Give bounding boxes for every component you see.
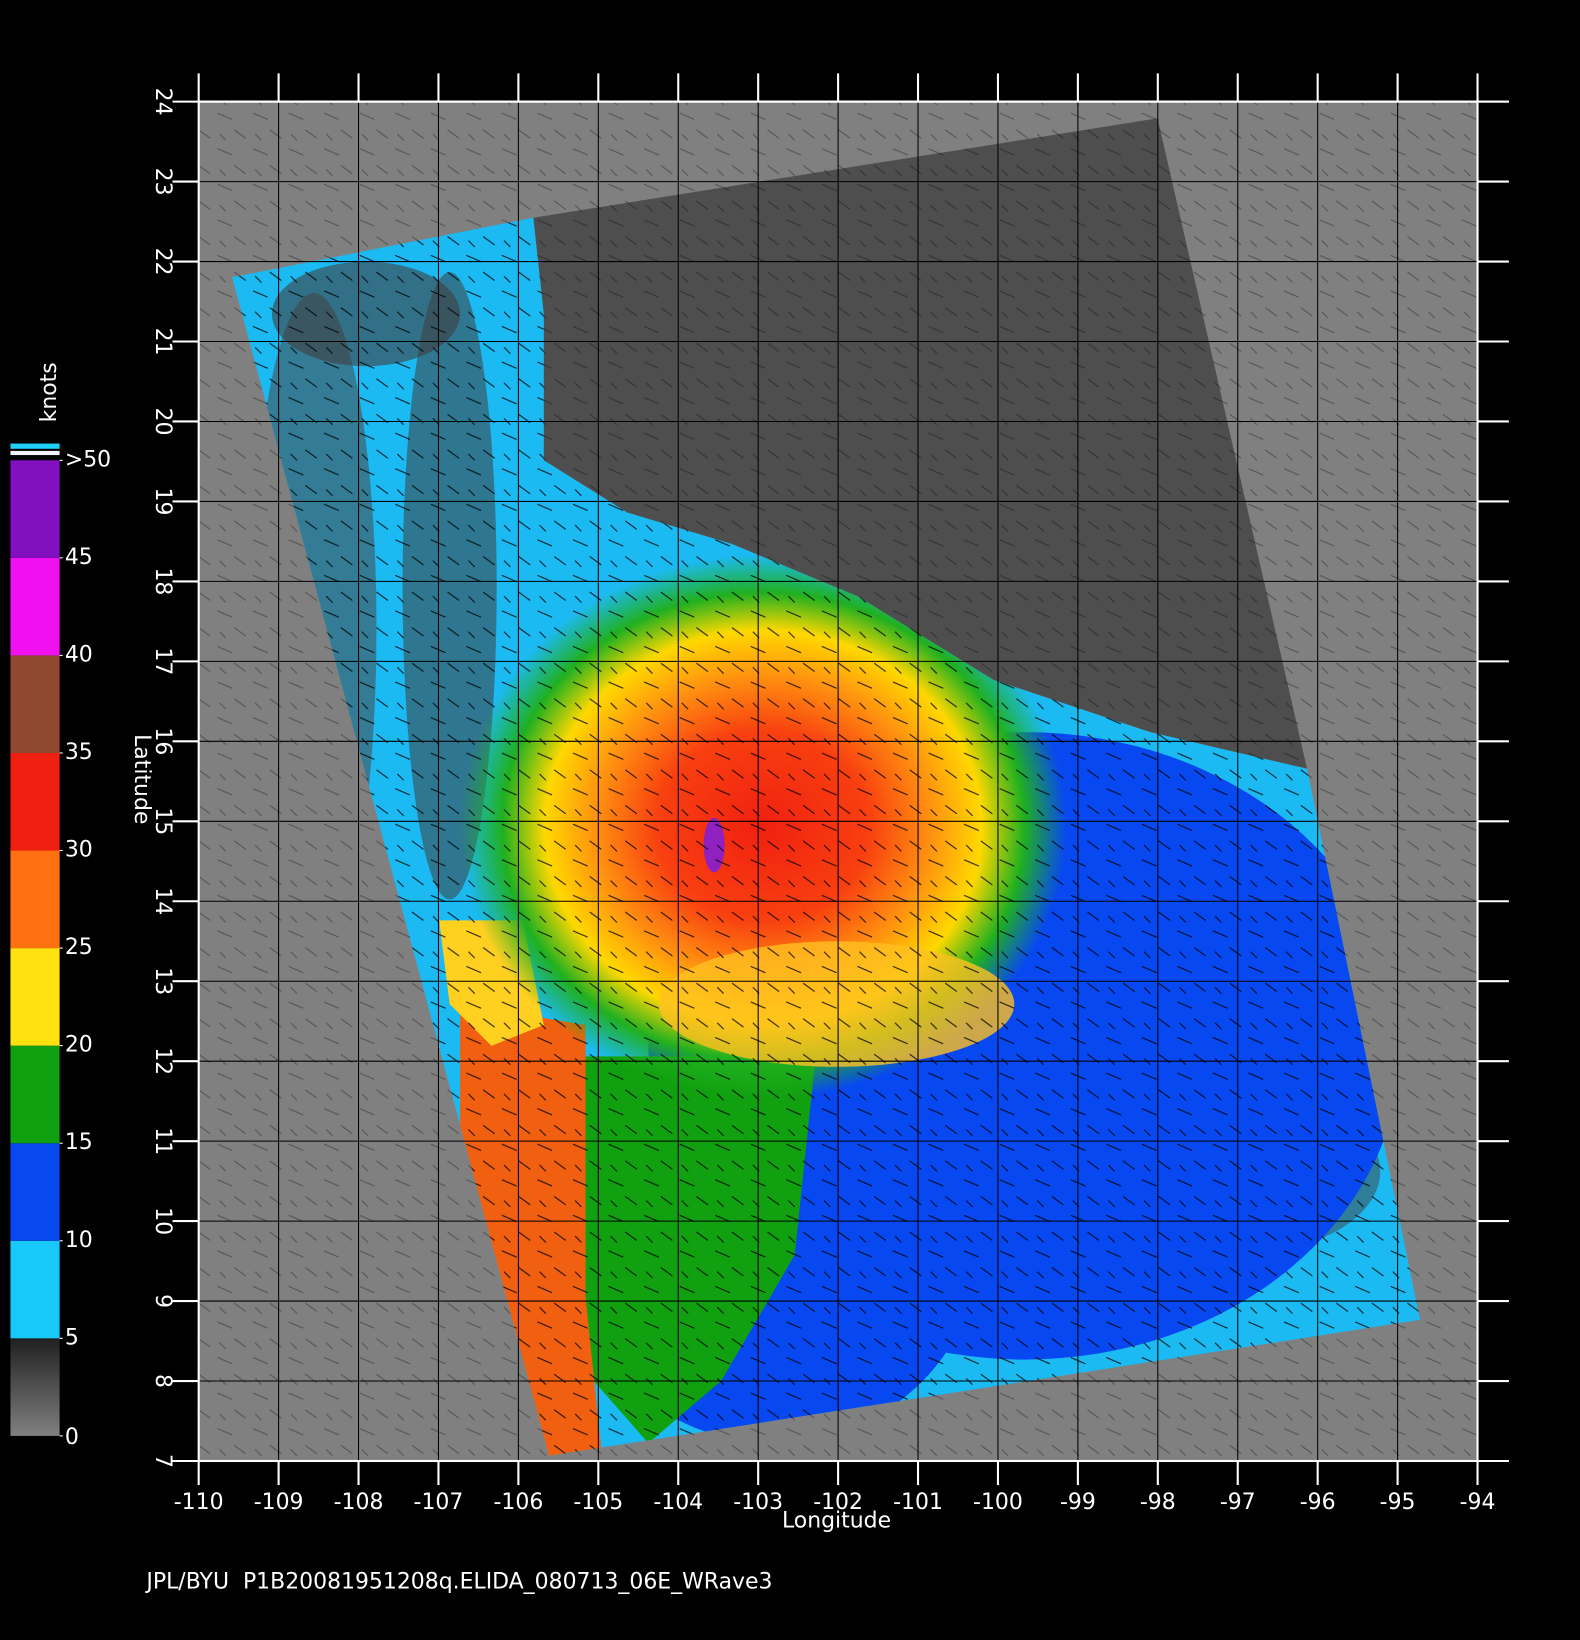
x-tick-label: -100 (973, 1490, 1023, 1515)
x-tick-label: -107 (414, 1490, 464, 1515)
y-tick-label: 7 (150, 1454, 175, 1468)
y-tick-label: 13 (150, 967, 175, 995)
y-tick-label: 23 (150, 168, 175, 196)
colorbar-segment (10, 948, 60, 1046)
y-tick-label: 16 (150, 727, 175, 755)
y-tick-label: 17 (150, 647, 175, 675)
y-tick-label: 21 (150, 328, 175, 356)
colorbar-tick-label: 35 (65, 740, 93, 765)
x-tick-label: -106 (493, 1490, 543, 1515)
y-tick-label: 19 (150, 487, 175, 515)
y-tick-label: 24 (150, 88, 175, 116)
y-tick-label: 11 (150, 1127, 175, 1155)
colorbar-tick-label: 15 (65, 1130, 93, 1155)
colorbar-segment (10, 752, 60, 851)
colorbar-tick-label: 20 (65, 1033, 93, 1058)
x-tick-label: -108 (334, 1490, 384, 1515)
y-tick-label: 15 (150, 807, 175, 835)
y-tick-label: 22 (150, 248, 175, 276)
colorbar: 0 5 10 15 20 25 30 35 40 45 >50 (10, 443, 111, 1450)
colorbar-cap (10, 450, 60, 456)
colorbar-tick-label: >50 (65, 447, 111, 472)
x-tick-label: -96 (1300, 1490, 1336, 1515)
colorbar-tick-label: 10 (65, 1228, 93, 1253)
y-tick-label: 12 (150, 1047, 175, 1075)
footer: JPL/BYU P1B20081951208q.ELIDA_080713_06E… (144, 1569, 772, 1594)
colorbar-tick-label: 45 (65, 545, 93, 570)
colorbar-segment (10, 1240, 60, 1339)
x-tick-label: -101 (893, 1490, 943, 1515)
x-tick-label: -99 (1060, 1490, 1096, 1515)
y-tick-label: 9 (150, 1294, 175, 1308)
x-tick-label: -95 (1380, 1490, 1416, 1515)
x-tick-label: -109 (254, 1490, 304, 1515)
x-axis-label: Longitude (782, 1509, 891, 1534)
colorbar-segment (10, 655, 60, 753)
colorbar-segment (10, 1143, 60, 1241)
y-axis-label: Latitude (129, 734, 154, 824)
x-tick-label: -104 (653, 1490, 703, 1515)
x-tick-label: -94 (1460, 1490, 1496, 1515)
colorbar-cap (10, 443, 60, 449)
colorbar-tick-label: 5 (65, 1325, 79, 1350)
colorbar-tick-label: 40 (65, 642, 93, 667)
colorbar-label: knots (37, 362, 62, 422)
x-tick-label: -110 (174, 1490, 224, 1515)
y-tick-label: 18 (150, 567, 175, 595)
colorbar-segment (10, 460, 60, 558)
colorbar-segment (10, 1045, 60, 1144)
x-tick-label: -98 (1140, 1490, 1176, 1515)
axes: -110 -109 -108 -107 -106 -105 -104 -103 -102 -101… (150, 73, 1509, 1515)
x-tick-label: -103 (733, 1490, 783, 1515)
colorbar-segment (10, 1338, 60, 1436)
y-tick-label: 20 (150, 408, 175, 436)
colorbar-segment (10, 557, 60, 656)
colorbar-tick-label: 30 (65, 838, 93, 863)
map-imagery (198, 101, 1478, 1461)
colorbar-segment (10, 850, 60, 949)
x-tick-label: -105 (573, 1490, 623, 1515)
colorbar-tick-label: 0 (65, 1425, 79, 1450)
y-tick-label: 10 (150, 1207, 175, 1235)
y-tick-label: 14 (150, 887, 175, 915)
x-tick-label: -97 (1220, 1490, 1256, 1515)
colorbar-tick-label: 25 (65, 935, 93, 960)
y-tick-label: 8 (150, 1374, 175, 1388)
x-tick-label: -102 (813, 1490, 863, 1515)
